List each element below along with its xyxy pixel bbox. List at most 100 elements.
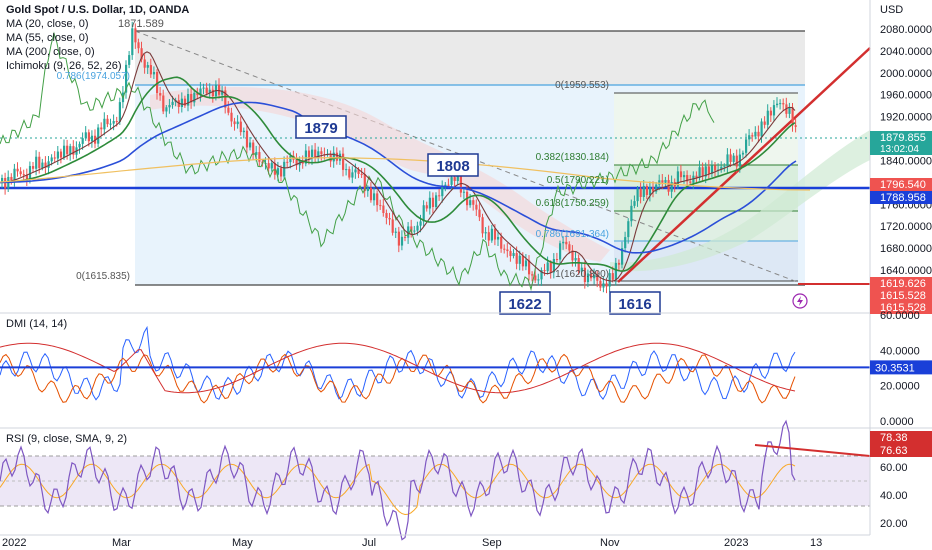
- candle-body: [416, 225, 419, 231]
- candle-body: [376, 193, 379, 206]
- candle-body: [599, 280, 602, 288]
- candle-body: [190, 94, 193, 103]
- candle-body: [202, 87, 205, 89]
- candle-body: [707, 166, 710, 174]
- candle-body: [791, 107, 794, 126]
- candle-body: [481, 217, 484, 234]
- candle-body: [723, 166, 726, 168]
- candle-body: [230, 112, 233, 122]
- candle-body: [450, 177, 453, 185]
- candle-body: [776, 103, 779, 106]
- price-axis-tick-label: 1680.0000: [880, 243, 932, 255]
- candle-body: [227, 107, 230, 113]
- candle-body: [404, 236, 407, 238]
- candle-body: [283, 161, 286, 177]
- candle-body: [698, 167, 701, 178]
- price-badge: [870, 131, 932, 155]
- rsi-pane[interactable]: RSI (9, close, SMA, 9, 2): [0, 419, 871, 541]
- dmi-level-badge-text: 30.3531: [875, 362, 915, 374]
- callout-1808[interactable]: 1808: [427, 153, 479, 177]
- candle-body: [611, 273, 614, 280]
- candle-body: [162, 95, 165, 112]
- candle-body: [295, 159, 298, 166]
- lightning-event-icon[interactable]: [792, 293, 808, 309]
- callout-1622[interactable]: 1622: [499, 291, 551, 315]
- candle-body: [407, 226, 410, 238]
- price-badge: [870, 178, 932, 191]
- candle-body: [249, 142, 252, 148]
- price-axis-tick-label: 2000.0000: [880, 68, 932, 80]
- candle-body: [13, 168, 16, 181]
- candle-body: [81, 138, 84, 144]
- dmi-title: DMI (14, 14): [6, 318, 67, 330]
- candle-body: [422, 205, 425, 222]
- price-badge-text: 1879.855: [880, 132, 926, 144]
- ichimoku-cloud-bearish: [150, 87, 610, 262]
- candle-body: [239, 121, 242, 133]
- price-axis-tick-label: 2080.0000: [880, 24, 932, 36]
- candle-body: [97, 127, 100, 144]
- candle-body: [357, 169, 360, 174]
- time-axis-tick-label: 2023: [724, 537, 748, 549]
- candle-body: [441, 186, 444, 197]
- price-axis-tick-label: 1720.0000: [880, 221, 932, 233]
- candle-body: [710, 165, 714, 174]
- candle-body: [128, 55, 131, 65]
- price-axis-tick-label: 1840.0000: [880, 155, 932, 167]
- candle-body: [664, 180, 667, 183]
- dmi-pane[interactable]: DMI (14, 14): [0, 318, 870, 404]
- candle-body: [221, 90, 224, 95]
- candle-body: [444, 184, 447, 187]
- time-axis-tick-label: 13: [810, 537, 822, 549]
- rsi-axis-tick-label: 20.00: [880, 518, 908, 530]
- candle-body: [19, 171, 22, 175]
- time-axis-tick-label: 2022: [2, 537, 26, 549]
- price-axis-tick-label: 1640.0000: [880, 265, 932, 277]
- candle-body: [363, 174, 366, 192]
- candle-body: [574, 257, 577, 261]
- candle-body: [676, 171, 679, 187]
- candle-body: [512, 253, 515, 257]
- candle-body: [125, 64, 128, 93]
- candle-body: [208, 89, 211, 94]
- candle-body: [661, 180, 664, 183]
- candle-body: [69, 146, 72, 155]
- candle-body: [642, 185, 645, 197]
- price-badge: [870, 301, 932, 314]
- candle-body: [763, 121, 766, 125]
- candle-body: [103, 118, 106, 130]
- candle-body: [590, 273, 593, 279]
- candle-body: [304, 150, 307, 164]
- price-badge-text: 1615.528: [880, 290, 926, 302]
- candle-body: [670, 181, 673, 192]
- candle-body: [487, 232, 490, 241]
- callout-1616[interactable]: 1616: [609, 291, 661, 315]
- candle-body: [583, 267, 586, 283]
- time-axis-tick-label: Jul: [362, 537, 376, 549]
- price-axis[interactable]: USD 2080.0000 2040.0000 2000.0000 1960.0000…: [869, 0, 932, 535]
- time-axis[interactable]: 2022 Mar May Jul Sep Nov 2023 13: [0, 534, 870, 549]
- candle-body: [143, 59, 146, 68]
- price-badge: [870, 191, 932, 204]
- candle-body: [447, 184, 450, 186]
- candle-body: [35, 156, 38, 169]
- candle-body: [379, 205, 382, 207]
- time-axis-tick-label: Mar: [112, 537, 131, 549]
- candle-body: [497, 236, 500, 240]
- candle-body: [605, 283, 608, 287]
- dmi-minus-di-line: [0, 353, 796, 404]
- candle-body: [38, 156, 41, 169]
- candle-body: [630, 205, 633, 222]
- candle-body: [568, 244, 571, 251]
- ma200-line: [0, 101, 797, 254]
- candle-body: [593, 275, 596, 279]
- rsi-divergence-line[interactable]: [754, 444, 871, 457]
- candle-body: [171, 101, 174, 106]
- callout-1879[interactable]: 1879: [295, 115, 347, 139]
- candle-body: [159, 93, 162, 96]
- rising-trendline[interactable]: [617, 47, 871, 283]
- ichimoku-cloud-bullish: [610, 130, 870, 272]
- candle-body: [453, 177, 456, 182]
- candle-body: [335, 152, 338, 161]
